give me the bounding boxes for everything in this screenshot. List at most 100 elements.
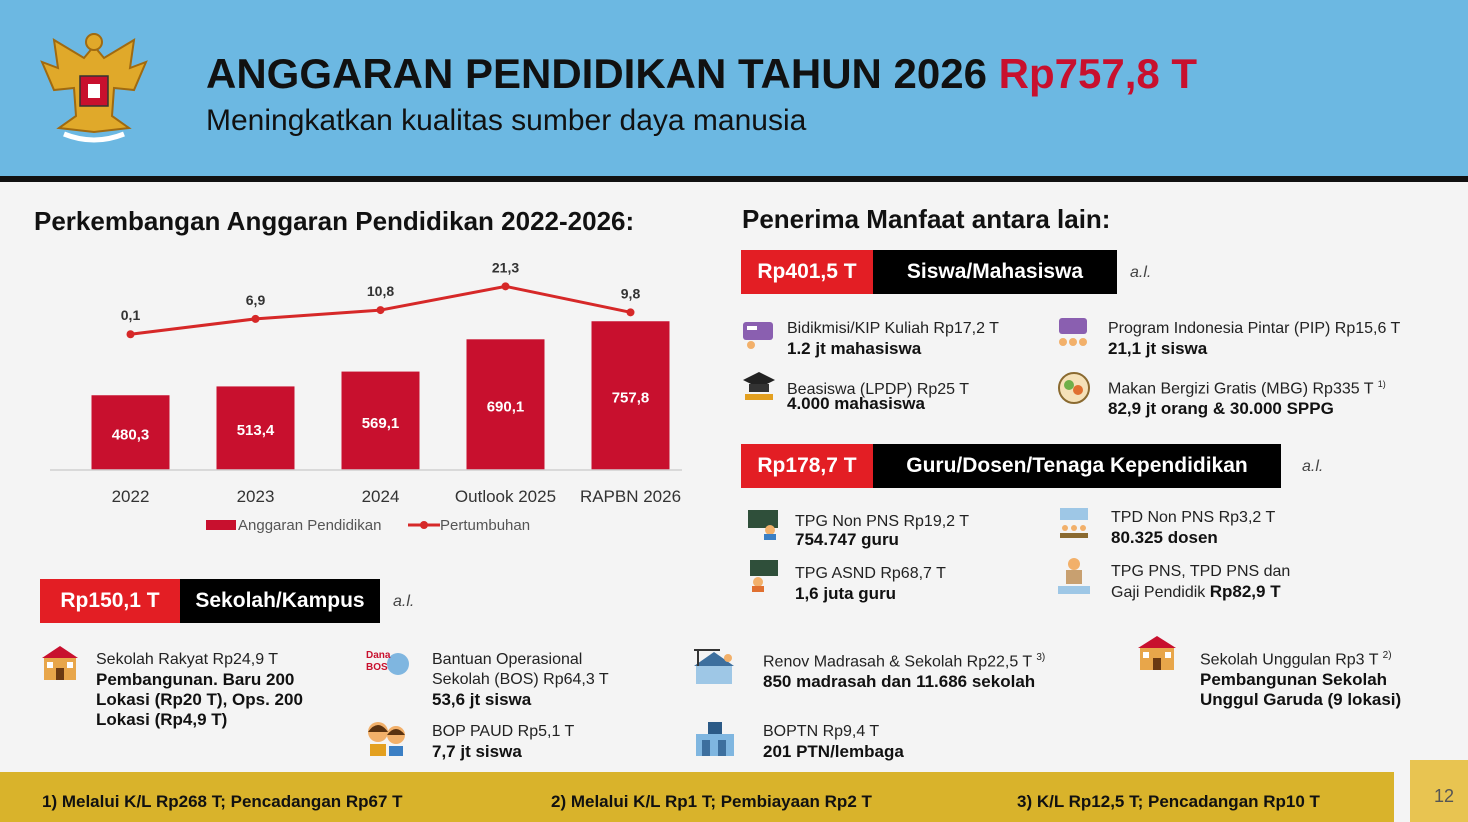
lecture-hall-icon [1060,508,1088,538]
bar-label-1: 513,4 [237,422,275,439]
header-banner [0,0,1468,178]
guru-label: Guru/Dosen/Tenaga Kependidikan [873,444,1281,488]
lpdp-detail: 4.000 mahasiswa [787,394,925,413]
tpg-non-pns-title: TPG Non PNS Rp19,2 T [795,513,969,530]
bar-3 [466,339,545,470]
footnote-3: 3) K/L Rp12,5 T; Pencadangan Rp10 T [1017,792,1320,811]
page-number: 12 [1434,786,1455,806]
graduation-cap-icon [743,372,775,400]
mbg-detail: 82,9 jt orang & 30.000 SPPG [1108,399,1334,419]
mbg-title: Makan Bergizi Gratis (MBG) Rp335 T [1108,380,1374,398]
tpg-pns-item: TPG PNS, TPD PNS dan Gaji Pendidik Rp82,… [1111,562,1290,603]
kip-kuliah-item: Bidikmisi/KIP Kuliah Rp17,2 T 1.2 jt mah… [787,319,999,359]
growth-point-3 [501,282,510,291]
sekolah-label: Sekolah/Kampus [180,579,380,623]
guru-amount: Rp178,7 T [741,444,873,488]
title-amount: Rp757,8 T [998,50,1198,97]
tpg-non-pns-detail: 754.747 guru [795,530,899,549]
renov-item: Renov Madrasah & Sekolah Rp22,5 T 3) 850… [763,648,1045,692]
growth-label-3: 21,3 [492,259,519,275]
boptn-title: BOPTN Rp9,4 T [763,723,880,740]
sekolah-rakyat-title: Sekolah Rakyat Rp24,9 T [96,651,279,668]
kip-card-icon [743,322,773,349]
growth-point-0 [126,330,135,339]
growth-label-1: 6,9 [246,292,266,308]
bar-1 [216,386,295,470]
meal-plate-icon [1058,372,1090,404]
bar-label-0: 480,3 [112,427,150,444]
boptn-detail: 201 PTN/lembaga [763,742,904,761]
growth-point-4 [626,308,635,317]
school-building-icon-2 [1138,636,1176,670]
x-tick-label-2: 2024 [362,487,400,506]
page-subtitle: Meningkatkan kualitas sumber daya manusi… [206,104,807,137]
construction-icon [694,649,734,684]
lpdp-title: Beasiswa (LPDP) Rp25 T [787,381,969,398]
bar-label-4: 757,8 [612,390,650,407]
page-number-box [1410,760,1468,822]
tpg-non-pns-item: TPG Non PNS Rp19,2 T 754.747 guru [795,512,969,550]
tpg-asnd-detail: 1,6 juta guru [795,584,897,603]
lpdp-item: Beasiswa (LPDP) Rp25 T 4.000 mahasiswa [787,380,969,414]
pip-item: Program Indonesia Pintar (PIP) Rp15,6 T … [1108,319,1400,359]
teacher-board-icon [750,560,778,592]
sekolah-tag: Rp150,1 T Sekolah/Kampus [40,579,380,623]
header-divider [0,176,1468,182]
legend-bar-label: Anggaran Pendidikan [238,517,381,534]
legend-bar-swatch [206,520,236,530]
growth-point-2 [376,306,385,315]
dana-bos-icon-text: Dana BOS [366,650,391,673]
footnote-2: 2) Melalui K/L Rp1 T; Pembiayaan Rp2 T [551,792,872,811]
siswa-al: a.l. [1130,264,1152,281]
title-main: ANGGARAN PENDIDIKAN TAHUN 2026 [206,50,987,97]
sekolah-unggulan-item: Sekolah Unggulan Rp3 T 2) Pembangunan Se… [1200,646,1401,710]
siswa-label: Siswa/Mahasiswa [873,250,1117,294]
mbg-item: Makan Bergizi Gratis (MBG) Rp335 T 1) 82… [1108,374,1386,419]
bar-label-2: 569,1 [362,415,400,432]
tpg-asnd-item: TPG ASND Rp68,7 T 1,6 juta guru [795,564,946,604]
bos-title-1: Bantuan Operasional [432,651,583,668]
sekolah-unggulan-detail-1: Pembangunan Sekolah [1200,670,1388,690]
tpg-asnd-title: TPG ASND Rp68,7 T [795,565,946,582]
tpg-pns-title: TPG PNS, TPD PNS dan [1111,563,1291,580]
beneficiary-section-title: Penerima Manfaat antara lain: [742,204,1111,234]
budget-chart: 480,3 513,4 569,1 690,1 757,8 2022 2023 2024 Out… [50,259,682,534]
boptn-item: BOPTN Rp9,4 T 201 PTN/lembaga [763,722,904,762]
bar-4 [591,321,670,470]
university-icon [696,722,734,756]
siswa-amount: Rp401,5 T [741,250,873,294]
teacher-icon [748,510,778,540]
bop-paud-title: BOP PAUD Rp5,1 T [432,723,575,740]
guru-al: a.l. [1302,458,1324,475]
x-tick-label-0: 2022 [112,487,150,506]
sekolah-amount: Rp150,1 T [40,579,180,623]
legend-line-label: Pertumbuhan [440,517,530,534]
page-title: ANGGARAN PENDIDIKAN TAHUN 2026 Rp757,8 T [206,50,1197,98]
growth-label-4: 9,8 [621,285,641,301]
bos-item: Bantuan Operasional Sekolah (BOS) Rp64,3… [432,650,609,710]
bos-title-2: Sekolah (BOS) Rp64,3 T [432,671,609,688]
tpd-non-pns-item: TPD Non PNS Rp3,2 T 80.325 dosen [1111,508,1275,548]
footnote-1: 1) Melalui K/L Rp268 T; Pencadangan Rp67… [42,792,403,811]
sekolah-unggulan-detail-2: Unggul Garuda (9 lokasi) [1200,690,1402,710]
guru-tag: Rp178,7 T Guru/Dosen/Tenaga Kependidikan [741,444,1281,488]
x-tick-label-4: RAPBN 2026 [580,487,681,506]
bos-detail: 53,6 jt siswa [432,690,532,709]
tpd-non-pns-title: TPD Non PNS Rp3,2 T [1111,509,1276,526]
tpg-pns-title-2: Gaji Pendidik [1111,584,1210,601]
renov-detail: 850 madrasah dan 11.686 sekolah [763,672,1036,692]
footer-bar [0,772,1394,822]
sekolah-rakyat-detail-2: Lokasi (Rp20 T), Ops. 200 [96,690,303,709]
pip-detail: 21,1 jt siswa [1108,339,1208,358]
sekolah-al: a.l. [393,593,415,610]
tpd-non-pns-detail: 80.325 dosen [1111,528,1218,547]
pip-card-icon [1059,318,1087,346]
growth-label-2: 10,8 [367,283,394,299]
renov-footnote-ref: 3) [1036,652,1046,663]
garuda-emblem-icon [40,33,148,143]
siswa-tag: Rp401,5 T Siswa/Mahasiswa [741,250,1117,294]
bop-paud-item: BOP PAUD Rp5,1 T 7,7 jt siswa [432,722,574,762]
renov-title: Renov Madrasah & Sekolah Rp22,5 T [763,653,1032,671]
sekolah-rakyat-item: Sekolah Rakyat Rp24,9 T Pembangunan. Bar… [96,650,303,730]
sekolah-rakyat-detail-3: Lokasi (Rp4,9 T) [96,710,228,729]
